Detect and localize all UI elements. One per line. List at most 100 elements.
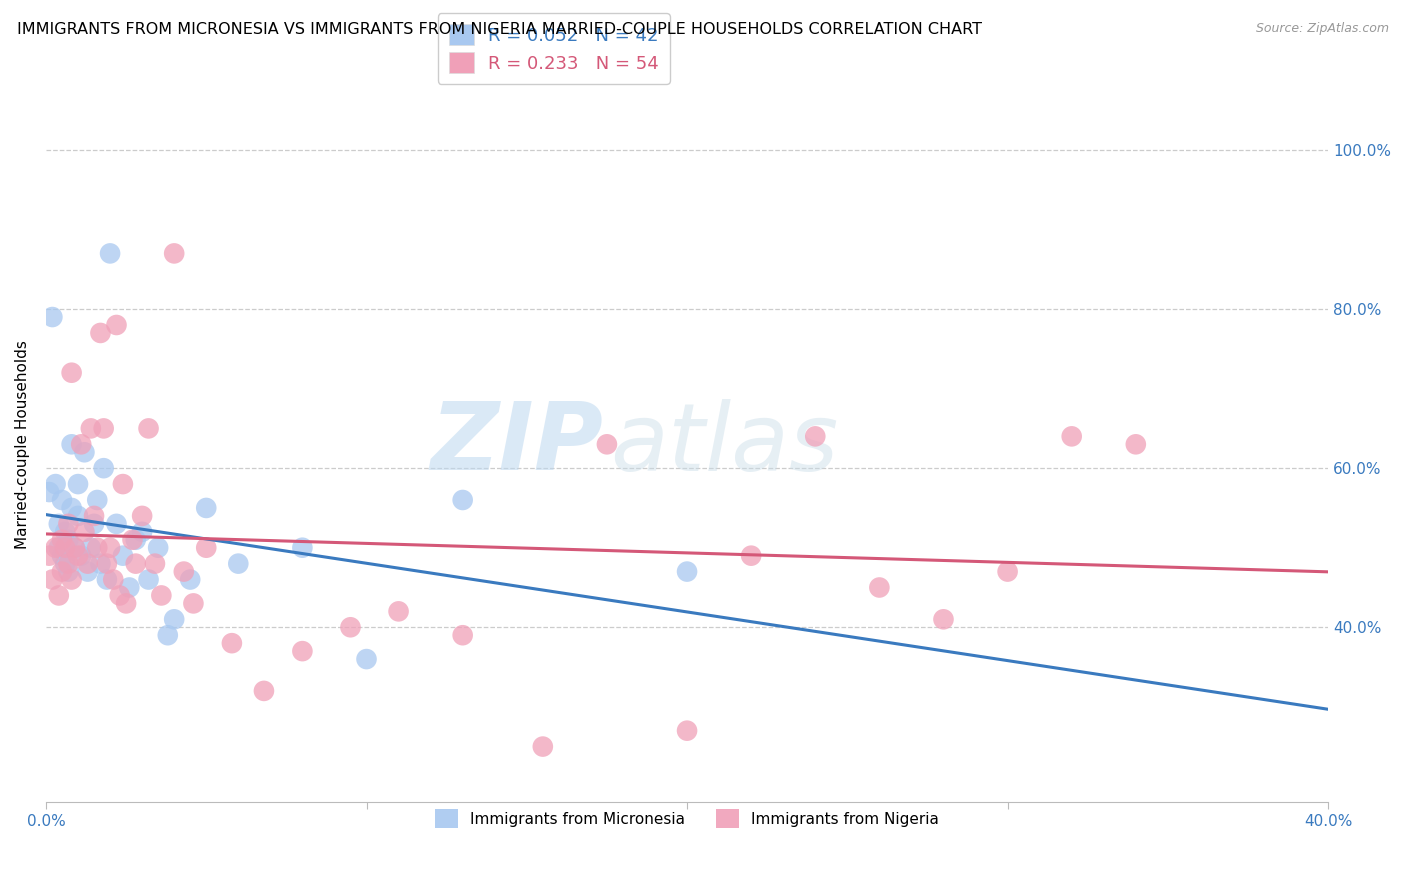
Text: Source: ZipAtlas.com: Source: ZipAtlas.com — [1256, 22, 1389, 36]
Point — [86, 493, 108, 508]
Point — [41, 310, 63, 324]
Point — [997, 565, 1019, 579]
Point — [89, 326, 111, 340]
Point — [60, 437, 83, 451]
Point — [86, 541, 108, 555]
Point — [125, 557, 148, 571]
Point — [48, 516, 70, 531]
Point — [93, 461, 115, 475]
Point — [291, 644, 314, 658]
Point — [138, 421, 160, 435]
Point — [179, 573, 201, 587]
Point — [80, 541, 103, 555]
Point — [58, 533, 80, 547]
Text: IMMIGRANTS FROM MICRONESIA VS IMMIGRANTS FROM NIGERIA MARRIED-COUPLE HOUSEHOLDS : IMMIGRANTS FROM MICRONESIA VS IMMIGRANTS… — [17, 22, 981, 37]
Point — [70, 549, 93, 563]
Point — [1060, 429, 1083, 443]
Point — [93, 421, 115, 435]
Point — [676, 565, 699, 579]
Point — [932, 612, 955, 626]
Point — [596, 437, 619, 451]
Point — [58, 516, 80, 531]
Point — [115, 596, 138, 610]
Point — [804, 429, 827, 443]
Point — [53, 524, 76, 539]
Point — [105, 516, 128, 531]
Point — [73, 524, 96, 539]
Point — [58, 557, 80, 571]
Point — [53, 541, 76, 555]
Point — [150, 589, 173, 603]
Point — [111, 549, 134, 563]
Point — [58, 565, 80, 579]
Point — [70, 437, 93, 451]
Point — [138, 573, 160, 587]
Point — [195, 541, 218, 555]
Point — [66, 508, 89, 523]
Point — [146, 541, 169, 555]
Point — [73, 445, 96, 459]
Point — [131, 524, 153, 539]
Point — [451, 493, 474, 508]
Point — [51, 549, 73, 563]
Point — [226, 557, 249, 571]
Point — [51, 565, 73, 579]
Y-axis label: Married-couple Households: Married-couple Households — [15, 340, 30, 549]
Point — [868, 581, 890, 595]
Point — [108, 589, 131, 603]
Point — [51, 493, 73, 508]
Point — [118, 581, 141, 595]
Point — [48, 541, 70, 555]
Point — [221, 636, 243, 650]
Point — [60, 573, 83, 587]
Point — [131, 508, 153, 523]
Point — [740, 549, 762, 563]
Point — [76, 565, 98, 579]
Point — [45, 477, 67, 491]
Point — [41, 573, 63, 587]
Point — [531, 739, 554, 754]
Point — [60, 500, 83, 515]
Text: ZIP: ZIP — [430, 399, 603, 491]
Point — [38, 485, 60, 500]
Text: atlas: atlas — [610, 399, 838, 490]
Point — [60, 366, 83, 380]
Point — [121, 533, 143, 547]
Point — [676, 723, 699, 738]
Point — [163, 612, 186, 626]
Point — [173, 565, 195, 579]
Point — [80, 421, 103, 435]
Point — [111, 477, 134, 491]
Point — [96, 573, 118, 587]
Point — [98, 246, 121, 260]
Point — [195, 500, 218, 515]
Point — [38, 549, 60, 563]
Point — [51, 533, 73, 547]
Point — [66, 549, 89, 563]
Point — [83, 508, 105, 523]
Point — [66, 477, 89, 491]
Point — [83, 516, 105, 531]
Point — [356, 652, 378, 666]
Point — [89, 557, 111, 571]
Point — [163, 246, 186, 260]
Point — [98, 541, 121, 555]
Point — [45, 541, 67, 555]
Point — [183, 596, 205, 610]
Legend: Immigrants from Micronesia, Immigrants from Nigeria: Immigrants from Micronesia, Immigrants f… — [429, 803, 945, 834]
Point — [103, 573, 125, 587]
Point — [53, 557, 76, 571]
Point — [143, 557, 166, 571]
Point — [125, 533, 148, 547]
Point — [291, 541, 314, 555]
Point — [253, 684, 276, 698]
Point — [105, 318, 128, 332]
Point — [63, 541, 86, 555]
Point — [76, 557, 98, 571]
Point — [1125, 437, 1147, 451]
Point — [96, 557, 118, 571]
Point — [156, 628, 179, 642]
Point — [387, 604, 409, 618]
Point — [63, 541, 86, 555]
Point — [451, 628, 474, 642]
